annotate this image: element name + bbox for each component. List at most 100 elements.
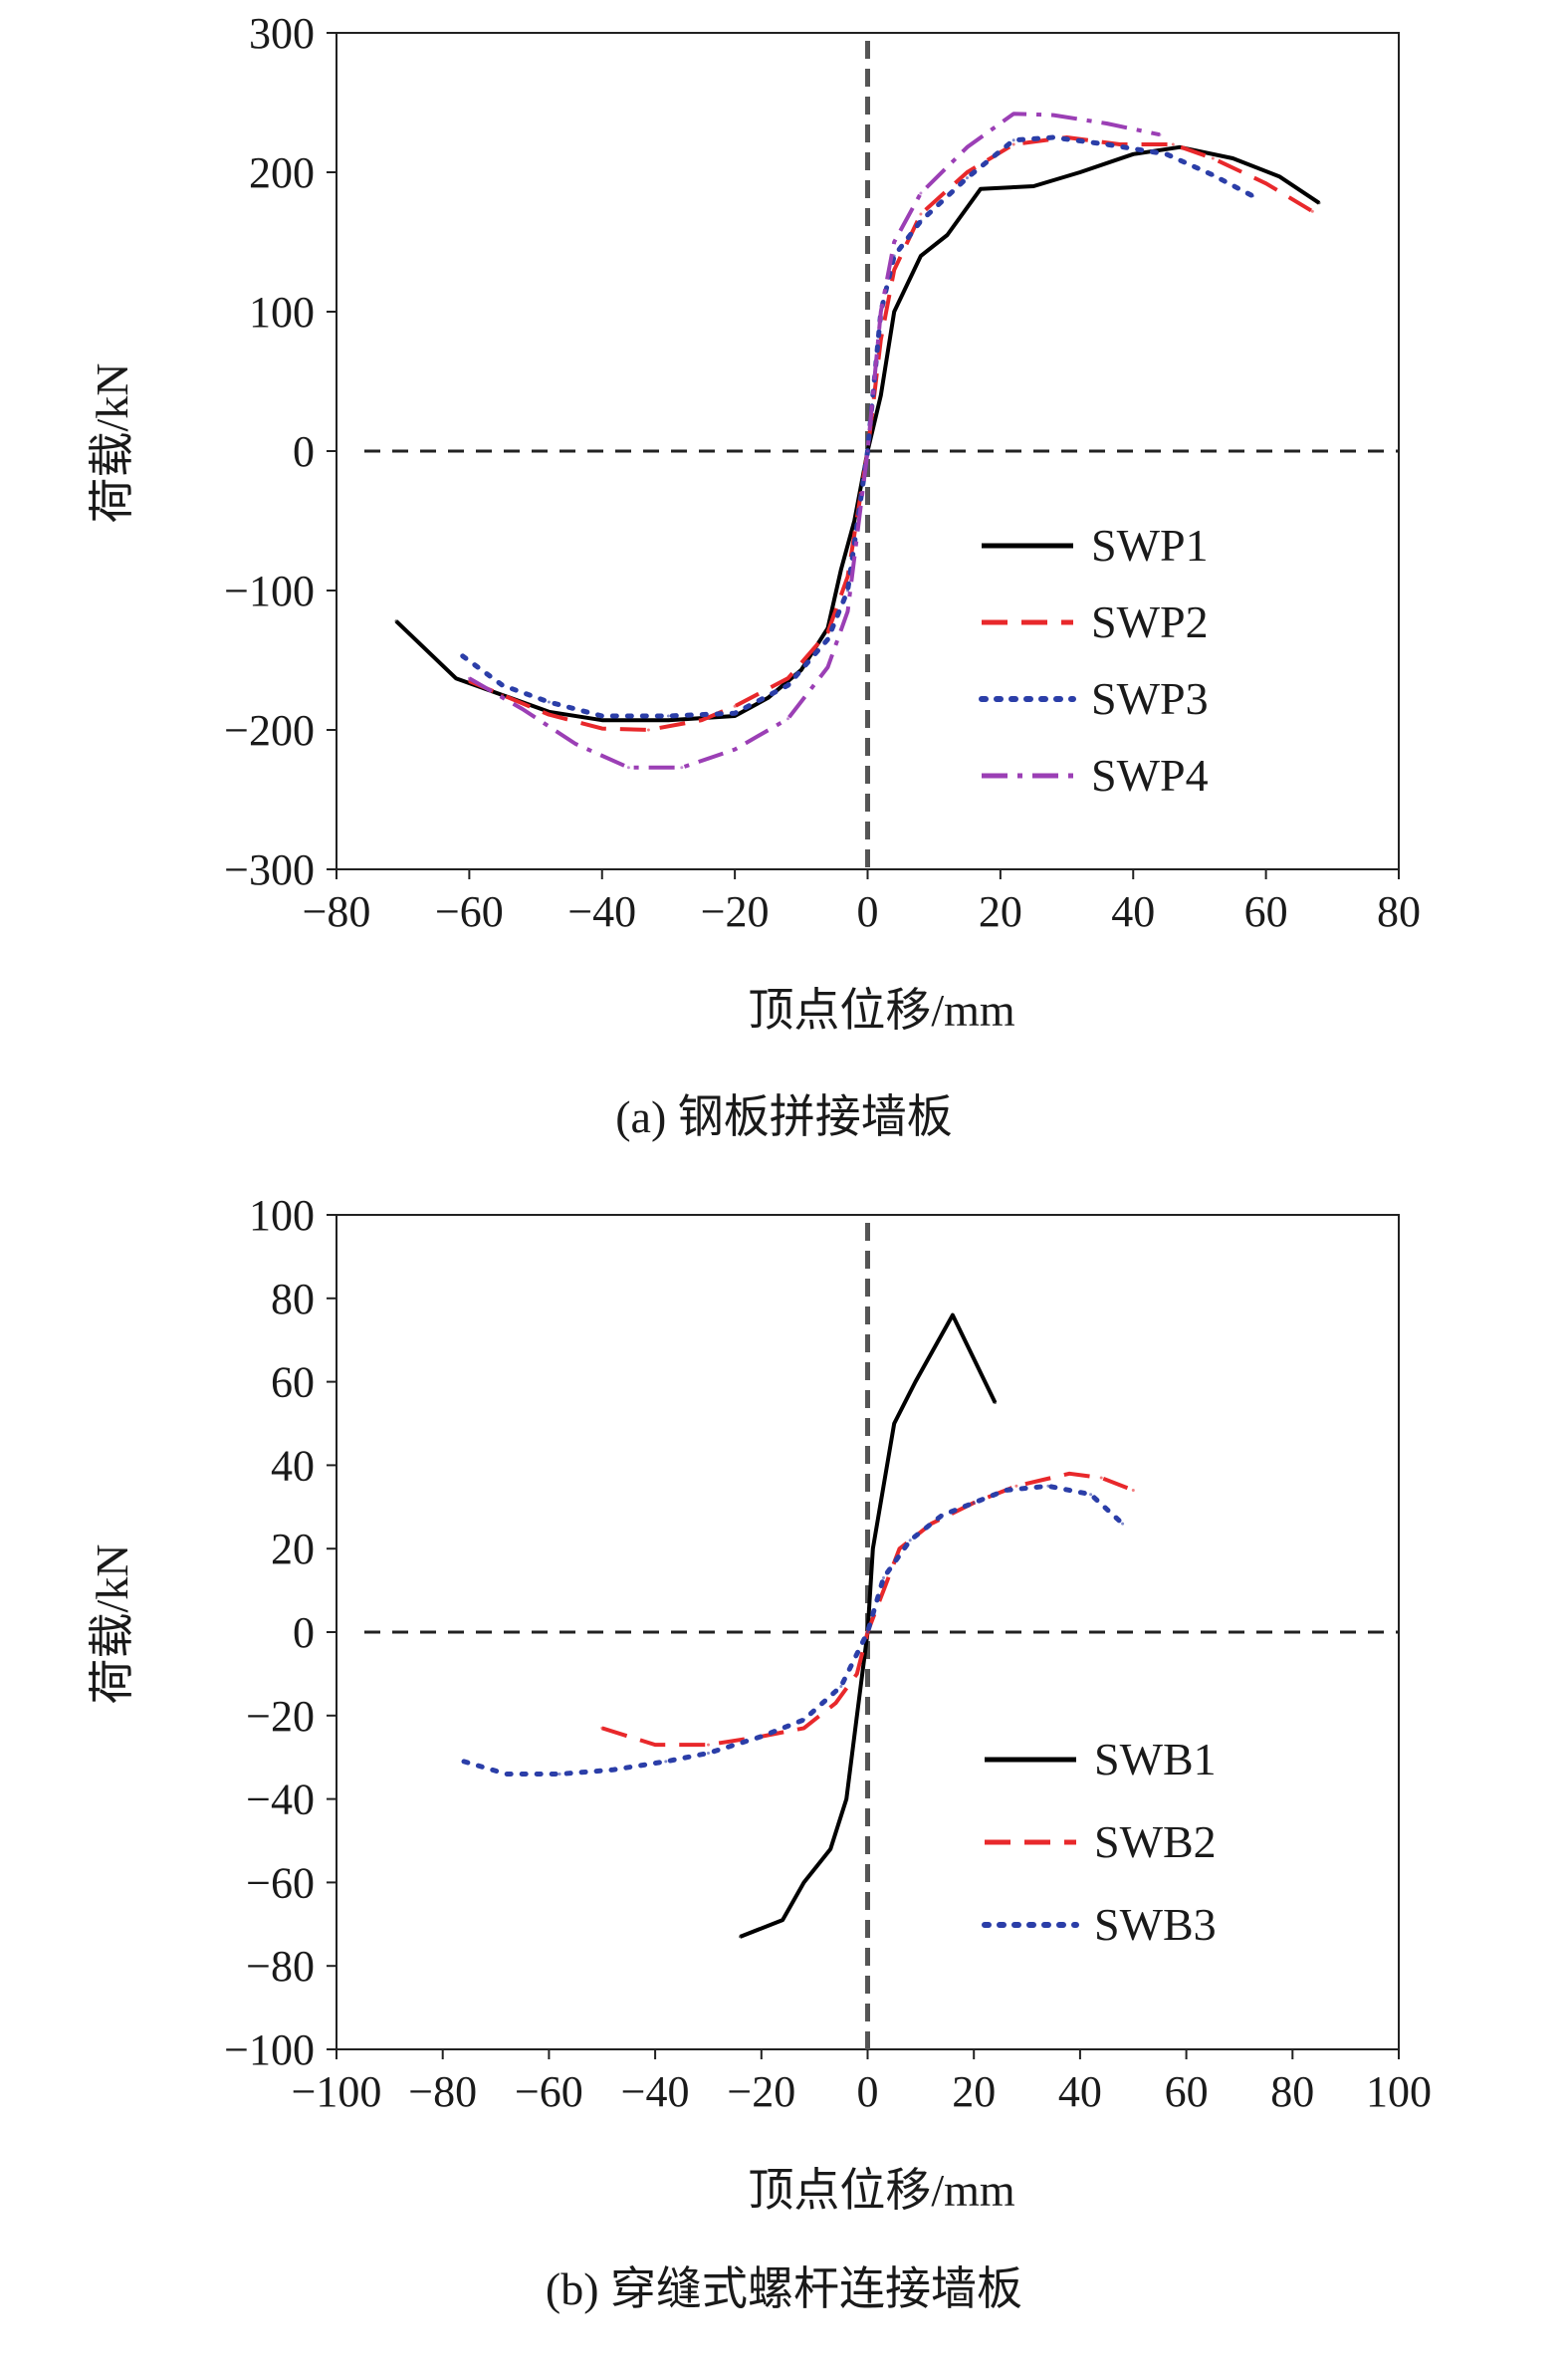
- data-point-SWP1: [454, 676, 458, 680]
- data-point-SWP1: [879, 393, 883, 397]
- data-point-SWP1: [767, 696, 770, 700]
- data-point-SWP1: [1131, 152, 1135, 156]
- data-point-SWB2: [802, 1726, 805, 1730]
- x-tick-label: −40: [567, 887, 636, 936]
- data-point-SWB3: [1046, 1484, 1050, 1488]
- data-point-SWP4: [1105, 121, 1109, 125]
- data-point-SWP3: [666, 714, 670, 718]
- data-point-SWP4: [892, 240, 896, 244]
- data-point-SWB2: [1014, 1484, 1018, 1488]
- data-point-SWB3: [610, 1768, 614, 1772]
- data-point-SWP4: [573, 742, 577, 746]
- data-point-SWB3: [802, 1718, 805, 1722]
- data-point-SWP4: [966, 145, 969, 149]
- data-point-SWB3: [760, 1735, 764, 1739]
- data-point-SWP2: [646, 728, 650, 732]
- data-point-SWP1: [839, 568, 843, 572]
- data-point-SWP2: [966, 170, 969, 174]
- data-point-SWP3: [1211, 173, 1215, 177]
- x-tick-label: −60: [515, 2067, 583, 2116]
- data-point-SWB3: [839, 1685, 843, 1688]
- x-tick-label: −80: [408, 2067, 477, 2116]
- y-tick-label: −80: [246, 1942, 315, 1991]
- data-point-SWP1: [666, 718, 670, 722]
- y-tick-label: 80: [271, 1275, 315, 1323]
- data-point-SWB1: [892, 1422, 896, 1425]
- x-tick-label: 0: [857, 887, 879, 936]
- data-point-SWP2: [733, 704, 737, 708]
- legend-label-SWB3: SWB3: [1094, 1899, 1217, 1950]
- data-point-SWB2: [1067, 1472, 1071, 1476]
- x-tick-label: −60: [435, 887, 504, 936]
- data-point-SWP4: [626, 766, 630, 770]
- data-point-SWB3: [940, 1514, 944, 1518]
- series-SWB3: [461, 1483, 1126, 1777]
- chart-panel-a: −80 −60 −40 −20 0 20 40 60 80 300 200 100 0 −100 −200−…: [87, 9, 1421, 1142]
- data-point-SWP2: [1171, 142, 1175, 146]
- legend-label-SWB1: SWB1: [1094, 1734, 1217, 1784]
- data-point-SWB2: [855, 1672, 859, 1676]
- x-tick-label: 0: [857, 2067, 879, 2116]
- data-point-SWP2: [892, 268, 896, 272]
- x-tick-label: −100: [292, 2067, 382, 2116]
- data-point-SWP1: [919, 254, 923, 258]
- data-point-SWB3: [505, 1773, 509, 1776]
- data-point-SWB2: [1099, 1476, 1103, 1480]
- data-point-SWB3: [558, 1773, 561, 1776]
- chart-a: −80 −60 −40 −20 0 20 40 60 803002001000−100−200−…: [87, 9, 1421, 1036]
- data-point-SWP3: [600, 714, 604, 718]
- x-tick-label: −20: [727, 2067, 795, 2116]
- x-tick-label: −80: [303, 887, 371, 936]
- x-tick-label: −20: [701, 887, 770, 936]
- data-point-SWB1: [739, 1935, 742, 1939]
- data-point-SWP3: [1165, 152, 1169, 156]
- x-tick-label: 40: [1058, 2067, 1102, 2116]
- data-point-SWB3: [908, 1539, 912, 1542]
- data-point-SWB3: [707, 1752, 710, 1755]
- y-tick-label: −200: [224, 706, 315, 755]
- legend-label-SWP2: SWP2: [1091, 596, 1209, 647]
- x-tick-label: 40: [1111, 887, 1155, 936]
- data-point-SWB3: [882, 1576, 885, 1579]
- data-point-SWP2: [1118, 142, 1122, 146]
- x-tick-label: 20: [952, 2067, 996, 2116]
- data-point-SWB1: [871, 1546, 875, 1550]
- data-point-SWB2: [898, 1546, 901, 1550]
- data-point-SWP4: [866, 449, 869, 453]
- data-point-SWB1: [828, 1847, 832, 1851]
- data-point-SWP1: [852, 519, 856, 523]
- data-point-SWB2: [1131, 1489, 1135, 1492]
- series-line-SWP4: [468, 112, 1161, 770]
- data-point-SWP2: [1264, 181, 1268, 185]
- data-point-SWP1: [1231, 156, 1234, 160]
- data-point-SWB1: [914, 1380, 917, 1384]
- y-axis-title: 荷载/kN: [87, 363, 137, 524]
- data-point-SWP2: [786, 676, 789, 680]
- data-point-SWB2: [834, 1701, 837, 1705]
- data-point-SWP4: [467, 676, 471, 680]
- data-point-SWP1: [892, 310, 896, 314]
- data-point-SWP3: [501, 683, 505, 687]
- chart-b: −100 −80 −60 −40 −20 0 20 40 60 80 100 100 80 60 40 20 0…: [87, 1191, 1432, 2216]
- data-point-SWP4: [733, 748, 737, 752]
- y-tick-label: 100: [249, 288, 315, 337]
- y-tick-label: 100: [249, 1191, 315, 1240]
- data-point-SWP4: [1011, 112, 1015, 116]
- legend: SWB1 SWB2 SWB3: [982, 1734, 1217, 1950]
- data-point-SWB3: [1004, 1489, 1008, 1492]
- y-tick-label: 20: [271, 1525, 315, 1573]
- x-axis-title: 顶点位移/mm: [748, 2165, 1015, 2216]
- y-tick-label: −60: [246, 1858, 315, 1907]
- data-point-SWP4: [680, 766, 684, 770]
- y-tick-label: 40: [271, 1441, 315, 1490]
- data-point-SWB2: [707, 1743, 710, 1747]
- y-tick-label: 200: [249, 148, 315, 197]
- y-tick-label: 0: [293, 1608, 315, 1657]
- caption-b: (b) 穿缝式螺杆连接墙板: [545, 2263, 1023, 2314]
- y-tick-label: 0: [293, 427, 315, 476]
- data-point-SWB3: [1089, 1493, 1093, 1497]
- data-point-SWP4: [846, 609, 849, 613]
- data-point-SWP2: [600, 727, 604, 731]
- y-tick-label: −100: [224, 567, 315, 615]
- chart-panel-b: −100 −80 −60 −40 −20 0 20 40 60 80 100 100 80 60 40 20 0…: [0, 1186, 1568, 2372]
